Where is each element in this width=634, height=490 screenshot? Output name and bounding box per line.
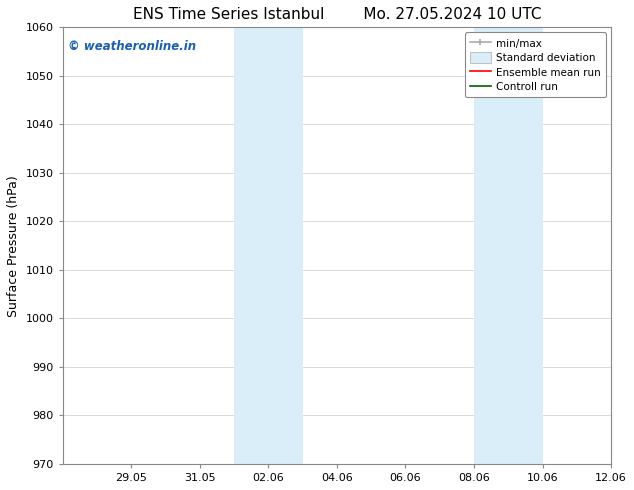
Bar	[508, 27, 543, 464]
Y-axis label: Surface Pressure (hPa): Surface Pressure (hPa)	[7, 175, 20, 317]
Bar	[474, 27, 508, 464]
Bar	[268, 27, 302, 464]
Title: ENS Time Series Istanbul        Mo. 27.05.2024 10 UTC: ENS Time Series Istanbul Mo. 27.05.2024 …	[133, 7, 541, 22]
Legend: min/max, Standard deviation, Ensemble mean run, Controll run: min/max, Standard deviation, Ensemble me…	[465, 32, 606, 97]
Bar	[234, 27, 268, 464]
Text: © weatheronline.in: © weatheronline.in	[68, 40, 197, 53]
